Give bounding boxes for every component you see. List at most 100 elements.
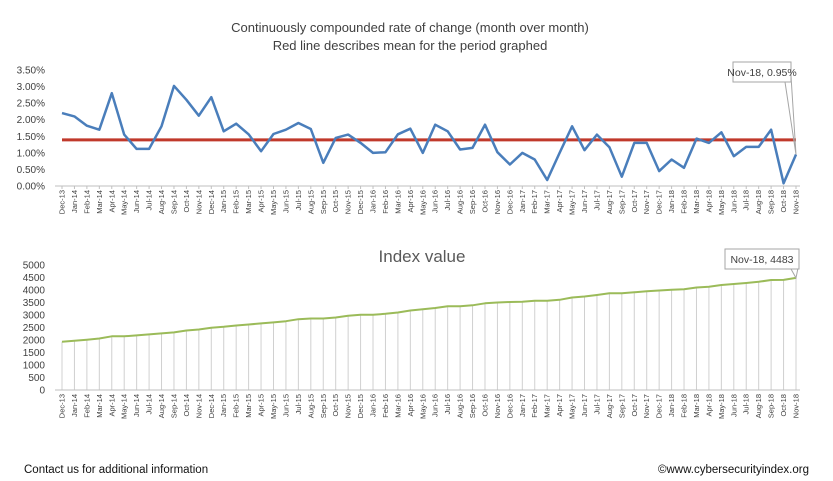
bottom-y-tick-label: 3500	[23, 298, 46, 309]
bottom-callout-label: Nov-18, 4483	[730, 254, 793, 266]
bottom-x-tick-label: May-15	[269, 394, 278, 419]
bottom-x-tick-label: Dec-14	[207, 394, 216, 418]
top-x-tick-label: Aug-17	[605, 190, 614, 214]
top-y-tick-label: 1.00%	[17, 148, 45, 159]
top-x-tick-label: Jan-16	[369, 190, 378, 213]
bottom-x-tick-label: Dec-17	[655, 394, 664, 418]
top-x-tick-label: Dec-13	[58, 190, 67, 214]
bottom-callout-box	[724, 248, 800, 270]
top-x-tick-label: Apr-18	[704, 190, 713, 213]
bottom-x-tick-label: Nov-18	[792, 394, 801, 418]
top-x-tick-label: Oct-14	[182, 190, 191, 213]
index-series-line	[61, 276, 797, 343]
bottom-x-tick-label: Sep-17	[617, 394, 626, 418]
bottom-x-tick-label: Aug-15	[306, 394, 315, 418]
top-x-tick-label: Jul-17	[592, 190, 601, 210]
bottom-x-tick-label: Jan-14	[70, 394, 79, 417]
bottom-y-tick-label: 1500	[23, 348, 46, 359]
top-x-tick-label: Nov-15	[344, 190, 353, 214]
bottom-x-tick-label: Jul-16	[443, 394, 452, 414]
bottom-x-tick-label: Jan-18	[667, 394, 676, 417]
top-x-tick-label: Apr-16	[406, 190, 415, 213]
bottom-x-tick-label: Jul-15	[294, 394, 303, 414]
bottom-y-tick-label: 4500	[23, 273, 46, 284]
top-y-tick-label: 1.50%	[17, 132, 45, 143]
bottom-x-tick-label: Aug-17	[605, 394, 614, 418]
bottom-x-tick-label: Feb-14	[82, 394, 91, 418]
top-x-tick-label: Dec-15	[356, 190, 365, 214]
bottom-x-tick-label: Nov-16	[493, 394, 502, 418]
top-x-tick-label: Jan-18	[667, 190, 676, 213]
top-x-tick-label: Feb-15	[232, 190, 241, 214]
top-x-tick-label: Mar-18	[692, 190, 701, 214]
top-x-tick-label: Sep-16	[468, 190, 477, 214]
top-callout-box	[732, 61, 792, 83]
top-x-tick-label: Sep-18	[767, 190, 776, 214]
bottom-x-tick-label: Nov-14	[194, 394, 203, 418]
top-y-tick-label: 3.00%	[17, 82, 45, 93]
top-x-tick-label: Sep-17	[617, 190, 626, 214]
top-x-tick-label: Aug-15	[306, 190, 315, 214]
bottom-x-tick-label: Jun-15	[281, 394, 290, 417]
bottom-x-tick-label: Feb-18	[680, 394, 689, 418]
top-x-tick-label: Jul-15	[294, 190, 303, 210]
top-x-tick-label: Jun-17	[580, 190, 589, 213]
top-x-tick-label: Nov-14	[194, 190, 203, 214]
top-x-tick-label: Nov-16	[493, 190, 502, 214]
bottom-x-tick-label: Feb-16	[381, 394, 390, 418]
bottom-x-tick-label: Apr-15	[257, 394, 266, 417]
top-x-tick-label: Sep-15	[319, 190, 328, 214]
top-callout-leader	[784, 75, 797, 155]
bottom-y-tick-label: 2500	[23, 323, 46, 334]
top-x-tick-label: Dec-14	[207, 190, 216, 214]
bottom-x-tick-label: Feb-15	[232, 394, 241, 418]
bottom-x-tick-label: Oct-15	[331, 394, 340, 417]
top-x-tick-label: Feb-18	[680, 190, 689, 214]
bottom-y-tick-label: 2000	[23, 336, 46, 347]
top-x-tick-label: Jul-16	[443, 190, 452, 210]
top-x-tick-label: May-17	[568, 190, 577, 215]
bottom-x-tick-label: Jul-18	[742, 394, 751, 414]
bottom-x-tick-label: Jun-18	[729, 394, 738, 417]
top-chart-title: Continuously compounded rate of change (…	[231, 20, 589, 35]
bottom-x-tick-label: Dec-15	[356, 394, 365, 418]
top-x-tick-label: Aug-14	[157, 190, 166, 214]
top-y-tick-label: 2.50%	[17, 99, 45, 110]
top-x-tick-label: Feb-17	[530, 190, 539, 214]
top-y-tick-label: 0.50%	[17, 165, 45, 176]
bottom-y-tick-label: 3000	[23, 311, 46, 322]
bottom-x-tick-label: Dec-13	[58, 394, 67, 418]
top-x-tick-label: Nov-18	[792, 190, 801, 214]
top-x-tick-label: Oct-18	[779, 190, 788, 213]
top-x-tick-label: Aug-18	[754, 190, 763, 214]
top-x-tick-label: Sep-14	[169, 190, 178, 214]
top-x-tick-label: Jul-14	[145, 190, 154, 210]
bottom-x-tick-label: May-16	[418, 394, 427, 419]
bottom-x-tick-label: Aug-18	[754, 394, 763, 418]
top-x-tick-label: Mar-17	[543, 190, 552, 214]
top-x-tick-label: Jan-14	[70, 190, 79, 213]
contact-text: Contact us for additional information	[24, 464, 209, 476]
bottom-x-tick-label: Oct-18	[779, 394, 788, 417]
bottom-x-tick-label: Jan-15	[219, 394, 228, 417]
bottom-x-tick-label: Sep-18	[767, 394, 776, 418]
bottom-x-tick-label: Jun-17	[580, 394, 589, 417]
copyright-text: ©www.cybersecurityindex.org	[658, 464, 809, 476]
top-x-tick-label: Dec-16	[505, 190, 514, 214]
bottom-x-tick-label: Jun-16	[431, 394, 440, 417]
bottom-x-tick-label: Apr-14	[107, 394, 116, 417]
bottom-y-tick-label: 500	[28, 373, 45, 384]
top-x-tick-label: Jun-14	[132, 190, 141, 213]
bottom-x-tick-label: Sep-15	[319, 394, 328, 418]
bottom-x-tick-label: Oct-16	[480, 394, 489, 417]
top-x-tick-label: Nov-17	[642, 190, 651, 214]
bottom-x-tick-label: Mar-15	[244, 394, 253, 418]
top-x-tick-label: May-15	[269, 190, 278, 215]
bottom-x-tick-label: Aug-16	[456, 394, 465, 418]
bottom-x-tick-label: Jul-14	[145, 394, 154, 414]
top-x-tick-label: Oct-15	[331, 190, 340, 213]
top-x-tick-label: Aug-16	[456, 190, 465, 214]
top-y-tick-label: 0.00%	[17, 182, 45, 193]
